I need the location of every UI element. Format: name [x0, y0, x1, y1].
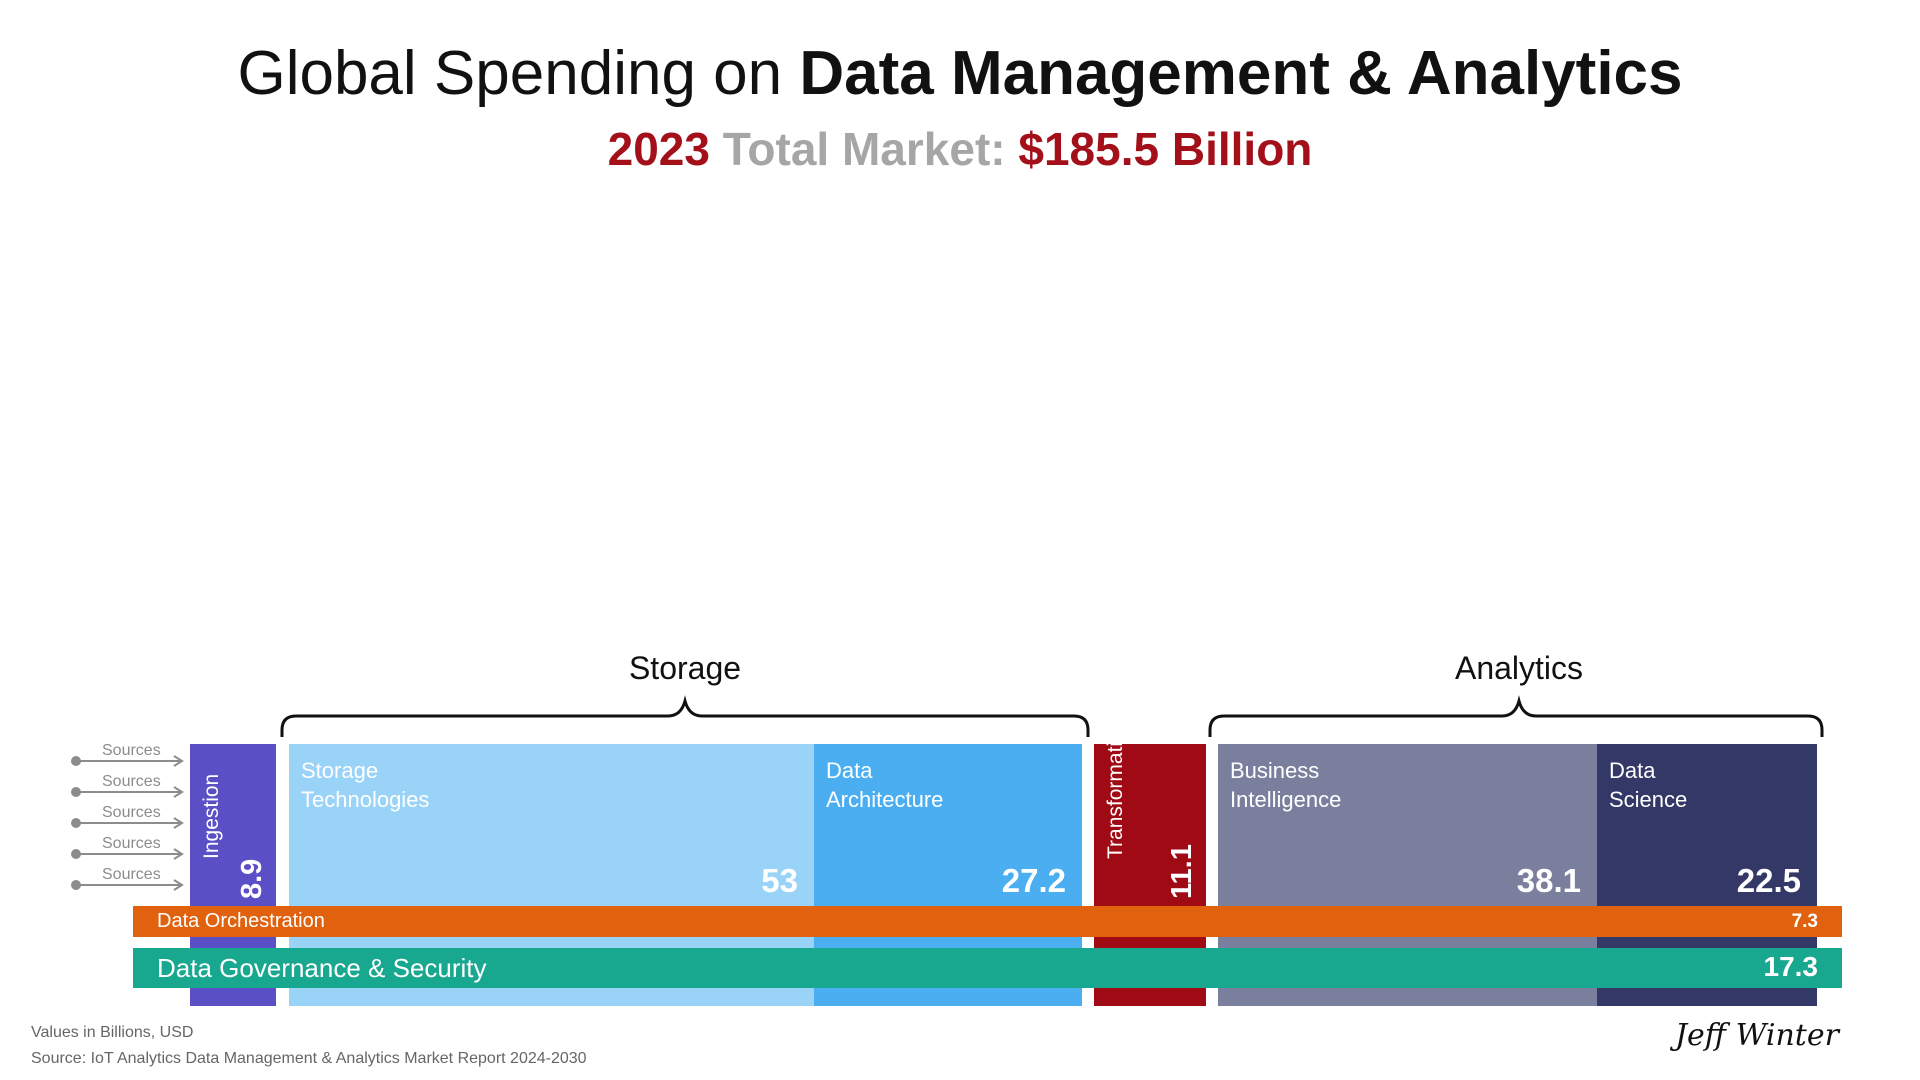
segment-value: 27.2 — [1001, 862, 1066, 899]
band-data-governance-security: Data Governance & Security 17.3 — [133, 948, 1842, 988]
source-label: Sources — [102, 773, 161, 790]
segment-label: Business Intelligence — [1230, 758, 1342, 812]
segment-label: Data Architecture — [826, 758, 944, 812]
title-prefix: Global Spending on — [237, 39, 800, 108]
subtitle-year: 2023 — [607, 123, 710, 175]
segment-label: Transformation — [1104, 718, 1127, 859]
source-note: Source: IoT Analytics Data Management & … — [31, 1050, 587, 1067]
analytics-brace — [1208, 695, 1824, 737]
segment-label: Data Science — [1609, 758, 1688, 812]
band-label: Data Governance & Security — [157, 953, 487, 983]
segment-value: 38.1 — [1516, 862, 1581, 899]
units-note: Values in Billions, USD — [31, 1024, 194, 1041]
source-arrow: Sources — [70, 742, 190, 774]
band-value: 7.3 — [1791, 911, 1818, 932]
group-label-analytics: Analytics — [1454, 650, 1584, 686]
source-arrow: Sources — [70, 804, 190, 836]
group-label-storage: Storage — [628, 650, 742, 686]
title-bold: Data Management & Analytics — [799, 39, 1683, 108]
source-arrow: Sources — [70, 866, 190, 898]
segment-value: 11.1 — [1166, 844, 1198, 899]
band-value: 17.3 — [1763, 951, 1819, 982]
band-label: Data Orchestration — [157, 910, 325, 932]
subtitle-amount: $185.5 Billion — [1018, 123, 1313, 175]
signature: Jeff Winter — [1675, 1018, 1839, 1053]
source-label: Sources — [102, 804, 161, 821]
band-data-orchestration: Data Orchestration 7.3 — [133, 906, 1842, 937]
segment-value: 53 — [761, 862, 798, 899]
source-arrow: Sources — [70, 773, 190, 805]
source-label: Sources — [102, 835, 161, 852]
source-label: Sources — [102, 866, 161, 883]
chart-title: Global Spending on Data Management & Ana… — [0, 38, 1920, 109]
source-arrow: Sources — [70, 835, 190, 867]
segment-value: 22.5 — [1736, 862, 1801, 899]
segment-label: Storage Technologies — [301, 758, 430, 812]
segment-label: Ingestion — [200, 773, 223, 859]
chart-subtitle: 2023 Total Market: $185.5 Billion — [0, 122, 1920, 176]
subtitle-middle: Total Market: — [709, 123, 1019, 175]
source-label: Sources — [102, 742, 161, 759]
segment-value: 8.9 — [236, 858, 268, 899]
storage-brace — [280, 695, 1090, 737]
